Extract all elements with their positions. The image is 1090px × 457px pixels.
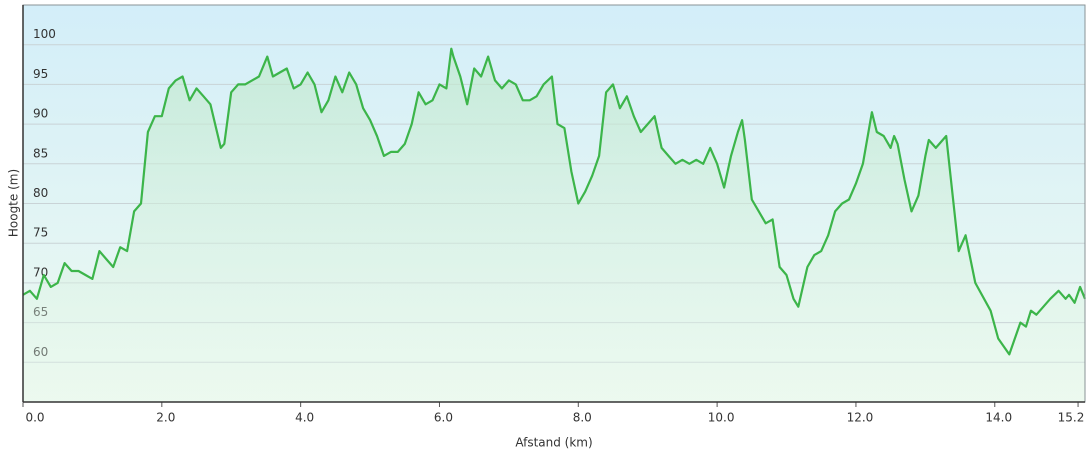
x-tick-label: 10.0: [708, 411, 735, 425]
x-tick-label: 14.0: [985, 411, 1012, 425]
x-axis-title: Afstand (km): [515, 436, 592, 450]
x-tick-label: 0.0: [25, 411, 44, 425]
y-axis-title: Hoogte (m): [7, 169, 21, 237]
y-tick-label: 85: [33, 146, 48, 160]
x-tick-label: 12.0: [847, 411, 874, 425]
y-tick-label: 80: [33, 186, 48, 200]
elevation-line: [22, 47, 1087, 356]
y-tick-label: 75: [33, 226, 48, 240]
y-tick-label: 100: [33, 27, 56, 41]
x-tick-label: 2.0: [156, 411, 175, 425]
y-tick-label: 90: [33, 107, 48, 121]
y-tick-label: 95: [33, 67, 48, 81]
x-tick-label: 6.0: [434, 411, 453, 425]
x-tick-label: 8.0: [573, 411, 592, 425]
area: [23, 48, 1085, 402]
x-tick-label: 15.2: [1058, 411, 1085, 425]
x-tick-label: 4.0: [295, 411, 314, 425]
